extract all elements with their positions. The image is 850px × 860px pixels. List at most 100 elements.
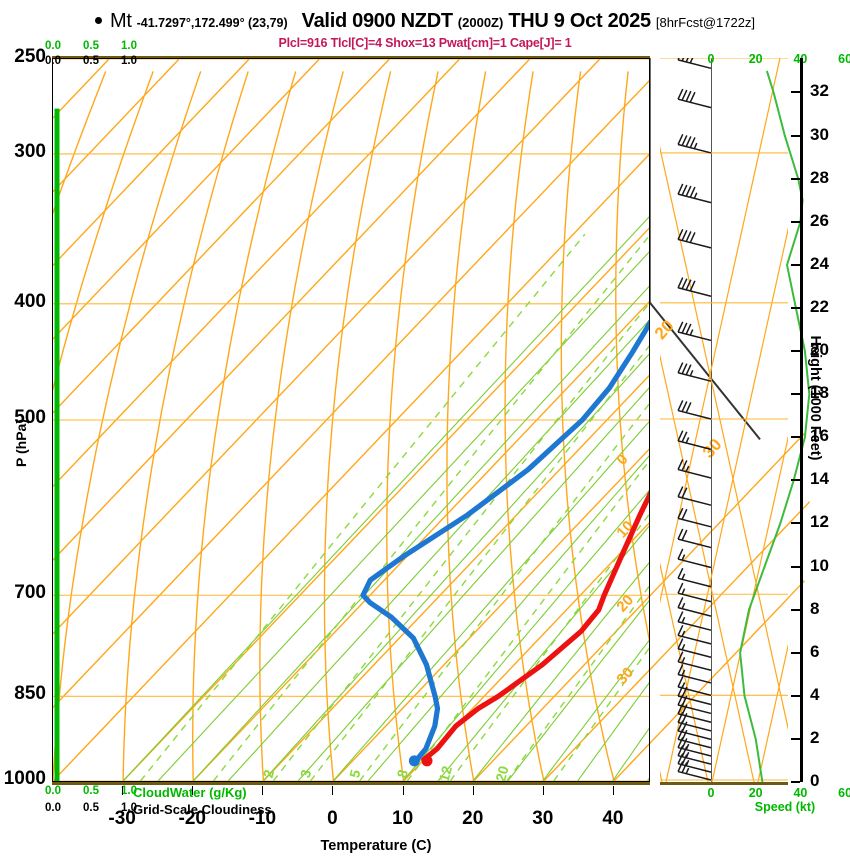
cloudiness-tick-label: 0.5 xyxy=(83,802,99,814)
height-tick-label: 16 xyxy=(810,426,829,446)
wind-barb-canvas xyxy=(660,58,788,782)
temperature-tick-label: 40 xyxy=(602,808,624,829)
cloudwater-tick-label: 0.0 xyxy=(45,40,61,52)
height-tick-label: 10 xyxy=(810,555,829,575)
height-tick xyxy=(791,134,800,137)
temperature-tick xyxy=(262,786,264,795)
wind-barbs xyxy=(677,58,712,781)
svg-text:20: 20 xyxy=(492,764,512,781)
height-tick-label: 30 xyxy=(810,124,829,144)
valid-date: THU 9 Oct 2025 xyxy=(508,10,651,32)
cloudwater-tick-label: 0.5 xyxy=(83,785,99,797)
svg-text:5: 5 xyxy=(346,768,364,780)
height-tick xyxy=(791,781,800,783)
height-tick-label: 4 xyxy=(810,684,820,704)
speed-tick-label: 0 xyxy=(707,52,715,66)
chart-header: Mt -41.7297°,172.499° (23,79) Valid 0900… xyxy=(0,10,850,38)
pressure-tick-label: 400 xyxy=(14,290,46,312)
cloudiness-tick-label: 1.0 xyxy=(121,55,137,67)
height-tick xyxy=(791,306,800,309)
height-tick xyxy=(791,220,800,223)
temperature-tick-label: 10 xyxy=(392,808,414,829)
height-tick xyxy=(791,608,800,611)
speed-tick-label: 60 xyxy=(838,786,850,800)
svg-text:8: 8 xyxy=(394,768,412,780)
station-name: Mt xyxy=(109,10,132,32)
height-tick xyxy=(791,651,800,654)
cloudiness-tick-label: 0.5 xyxy=(83,55,99,67)
pressure-tick-label: 500 xyxy=(14,407,46,428)
temperature-tick-label: -10 xyxy=(248,808,277,829)
zulu-time: (2000Z) xyxy=(457,15,504,30)
pressure-tick-label: 1000 xyxy=(3,768,46,789)
height-tick xyxy=(791,393,800,396)
height-tick-label: 20 xyxy=(810,340,829,360)
cloudwater-tick-label: 0.5 xyxy=(83,40,99,52)
forecast-stamp: [8hrFcst@1722z] xyxy=(655,15,756,30)
svg-text:12: 12 xyxy=(436,764,456,781)
height-tick xyxy=(791,350,800,353)
cloudiness-tick-label: 0.0 xyxy=(45,802,61,814)
height-tick xyxy=(791,737,800,740)
valid-time: Valid 0900 NZDT xyxy=(301,10,453,32)
temperature-tick xyxy=(472,786,474,795)
height-tick xyxy=(791,694,800,697)
height-tick xyxy=(791,522,800,525)
surface-markers xyxy=(408,755,433,767)
wind-barb-panel xyxy=(660,58,788,782)
speed-tick-label: 0 xyxy=(707,786,715,800)
height-tick xyxy=(791,436,800,439)
cloudiness-legend-title: Grid-Scale Cloudiness xyxy=(133,802,272,817)
temperature-profile xyxy=(421,490,649,763)
temperature-tick-label: 30 xyxy=(532,808,554,829)
temperature-tick-label: -20 xyxy=(178,808,206,829)
wind-panel-background-lines xyxy=(660,58,788,782)
speed-axis-title: Speed (kt) xyxy=(754,800,816,814)
pressure-tick-label: 300 xyxy=(14,140,46,162)
temperature-tick xyxy=(332,786,334,795)
height-tick-label: 0 xyxy=(810,771,820,790)
height-axis-title: Height (1000 Feet) xyxy=(807,335,823,461)
temperature-tick xyxy=(612,786,614,795)
temperature-axis-title: Temperature (C) xyxy=(320,838,432,854)
speed-tick-label: 20 xyxy=(748,786,763,800)
dry-adiabat-lines xyxy=(53,71,649,781)
wind-panel-axis xyxy=(711,58,712,782)
speed-tick-label: 20 xyxy=(748,52,763,66)
temperature-tick xyxy=(192,786,194,795)
skewt-plot-area: 2 3 5 8 12 20 0 10 20 30 xyxy=(52,58,650,782)
height-tick-label: 28 xyxy=(810,167,829,187)
speed-tick-label: 60 xyxy=(838,52,850,66)
height-tick-label: 14 xyxy=(810,469,829,489)
dewpoint-profile xyxy=(360,319,649,763)
pressure-tick-label: 850 xyxy=(14,683,46,705)
height-axis-line xyxy=(800,58,803,782)
height-tick-label: 22 xyxy=(810,296,829,316)
height-tick-label: 8 xyxy=(810,598,820,618)
plot-bottom-border xyxy=(52,782,650,785)
cloudwater-tick-label: 0.0 xyxy=(45,785,61,797)
height-tick-label: 26 xyxy=(810,210,829,230)
temperature-tick xyxy=(402,786,404,795)
temperature-tick-label: 20 xyxy=(462,808,484,829)
cloudwater-tick-label: 1.0 xyxy=(121,785,137,797)
height-tick-label: 12 xyxy=(810,512,829,532)
svg-text:30: 30 xyxy=(613,664,637,688)
height-tick xyxy=(791,177,800,180)
temperature-tick xyxy=(122,786,124,795)
height-tick-label: 2 xyxy=(810,727,820,747)
sounding-indices: Plcl=916 Tlcl[C]=4 Shox=13 Pwat[cm]=1 Ca… xyxy=(278,36,572,50)
isobar-lines xyxy=(53,59,649,781)
height-tick xyxy=(791,91,800,94)
svg-text:2: 2 xyxy=(260,768,278,780)
speed-tick-label: 40 xyxy=(793,786,808,800)
temperature-tick-label: 0 xyxy=(327,808,338,829)
height-tick-label: 18 xyxy=(810,383,829,403)
station-coordinates: -41.7297°,172.499° (23,79) xyxy=(136,16,288,30)
svg-text:3: 3 xyxy=(297,768,315,780)
height-tick-label: 6 xyxy=(810,641,820,661)
cloudiness-tick-label: 0.0 xyxy=(45,55,61,67)
pressure-tick-label: 700 xyxy=(14,582,46,604)
